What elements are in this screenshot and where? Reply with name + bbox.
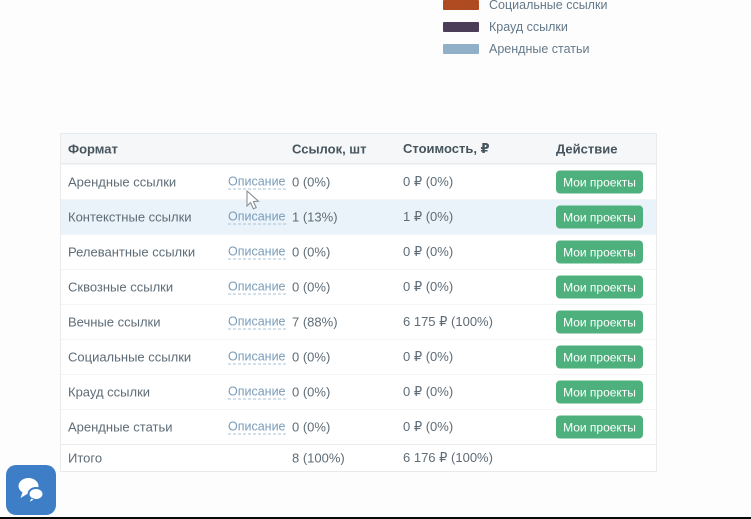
- legend-item-crowd: Крауд ссылки: [443, 19, 607, 34]
- cost-value: 1 ₽ (0%): [403, 209, 454, 224]
- my-projects-button[interactable]: Мои проекты: [556, 275, 643, 299]
- chat-launcher-button[interactable]: [6, 465, 56, 515]
- table-header-row: Формат Ссылок, шт Стоимость, ₽ Действие: [61, 134, 656, 164]
- format-label: Социальные ссылки: [68, 349, 192, 365]
- links-value: 1 (13%): [292, 209, 338, 225]
- my-projects-button[interactable]: Мои проекты: [556, 310, 643, 334]
- screenshot-bottom-border: [0, 517, 751, 519]
- description-link[interactable]: Описание: [228, 314, 286, 330]
- col-header-links: Ссылок, шт: [292, 141, 367, 156]
- table-total-row: Итого 8 (100%) 6 176 ₽ (100%): [61, 444, 656, 471]
- table-row-rental-links: Арендные ссылки Описание 0 (0%) 0 ₽ (0%)…: [61, 164, 656, 199]
- description-link[interactable]: Описание: [228, 419, 286, 435]
- table-row-contextual-links: Контекстные ссылки Описание 1 (13%) 1 ₽ …: [61, 199, 656, 234]
- links-value: 0 (0%): [292, 384, 331, 400]
- format-label: Вечные ссылки: [68, 314, 161, 330]
- table-row-relevant-links: Релевантные ссылки Описание 0 (0%) 0 ₽ (…: [61, 234, 656, 269]
- my-projects-button[interactable]: Мои проекты: [556, 170, 643, 194]
- col-header-format: Формат: [68, 141, 118, 156]
- legend-label-crowd: Крауд ссылки: [489, 19, 568, 34]
- description-link[interactable]: Описание: [228, 174, 286, 190]
- description-link[interactable]: Описание: [228, 279, 286, 295]
- legend-item-social: Социальные ссылки: [443, 0, 608, 12]
- links-value: 0 (0%): [292, 174, 331, 190]
- my-projects-button[interactable]: Мои проекты: [556, 415, 643, 439]
- cost-value: 0 ₽ (0%): [403, 384, 454, 399]
- legend-label-social: Социальные ссылки: [489, 0, 608, 12]
- total-links-value: 8 (100%): [292, 450, 345, 466]
- format-label: Арендные ссылки: [68, 174, 177, 190]
- my-projects-button[interactable]: Мои проекты: [556, 380, 643, 404]
- chart-legend: Социальные ссылки Крауд ссылки Арендные …: [443, 0, 607, 64]
- col-header-cost: Стоимость, ₽: [403, 140, 490, 156]
- description-link[interactable]: Описание: [228, 384, 286, 400]
- legend-swatch-social: [443, 0, 479, 10]
- cost-value: 0 ₽ (0%): [403, 174, 454, 189]
- cost-value: 0 ₽ (0%): [403, 349, 454, 364]
- table-row-eternal-links: Вечные ссылки Описание 7 (88%) 6 175 ₽ (…: [61, 304, 656, 339]
- links-value: 0 (0%): [292, 244, 331, 260]
- my-projects-button[interactable]: Мои проекты: [556, 345, 643, 369]
- table-row-crowd-links: Крауд ссылки Описание 0 (0%) 0 ₽ (0%) Мо…: [61, 374, 656, 409]
- chat-bubbles-icon: [18, 478, 45, 505]
- cost-value: 0 ₽ (0%): [403, 419, 454, 434]
- links-value: 7 (88%): [292, 314, 338, 330]
- links-value: 0 (0%): [292, 349, 331, 365]
- cost-value: 0 ₽ (0%): [403, 279, 454, 294]
- format-label: Крауд ссылки: [68, 384, 151, 400]
- cost-value: 0 ₽ (0%): [403, 244, 454, 259]
- table-row-social-links: Социальные ссылки Описание 0 (0%) 0 ₽ (0…: [61, 339, 656, 374]
- format-label: Сквозные ссылки: [68, 279, 174, 295]
- legend-item-rental-articles: Арендные статьи: [443, 41, 607, 56]
- my-projects-button[interactable]: Мои проекты: [556, 205, 643, 229]
- my-projects-button[interactable]: Мои проекты: [556, 240, 643, 264]
- links-value: 0 (0%): [292, 279, 331, 295]
- cost-value: 6 175 ₽ (100%): [403, 314, 493, 329]
- format-label: Релевантные ссылки: [68, 244, 196, 260]
- description-link[interactable]: Описание: [228, 244, 286, 260]
- col-header-action: Действие: [556, 141, 618, 156]
- total-label: Итого: [68, 450, 103, 466]
- formats-table: Формат Ссылок, шт Стоимость, ₽ Действие …: [60, 133, 657, 472]
- description-link[interactable]: Описание: [228, 209, 286, 225]
- table-row-rental-articles: Арендные статьи Описание 0 (0%) 0 ₽ (0%)…: [61, 409, 656, 444]
- links-value: 0 (0%): [292, 419, 331, 435]
- legend-swatch-crowd: [443, 21, 479, 32]
- format-label: Арендные статьи: [68, 419, 173, 435]
- description-link[interactable]: Описание: [228, 349, 286, 365]
- total-cost-value: 6 176 ₽ (100%): [403, 450, 493, 465]
- format-label: Контекстные ссылки: [68, 209, 192, 225]
- legend-label-rental-articles: Арендные статьи: [489, 41, 590, 56]
- table-row-through-links: Сквозные ссылки Описание 0 (0%) 0 ₽ (0%)…: [61, 269, 656, 304]
- legend-swatch-rental-articles: [443, 43, 479, 54]
